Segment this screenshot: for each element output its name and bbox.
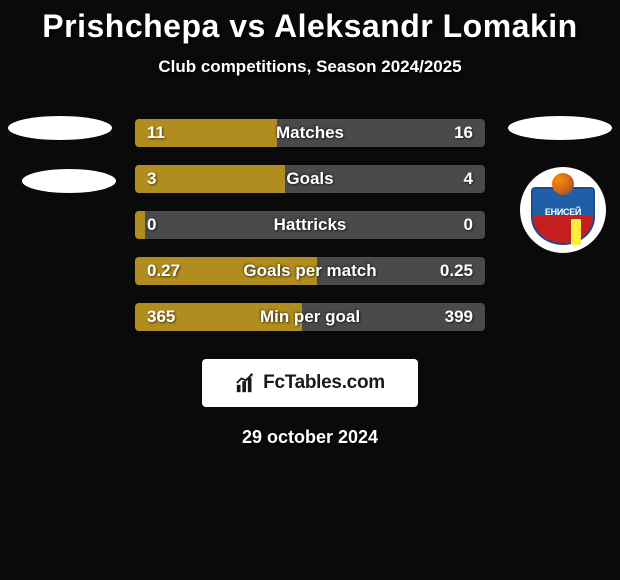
stat-value-right: 16	[454, 123, 473, 143]
stat-value-left: 11	[147, 123, 165, 143]
badge-text: ЕНИСЕЙ	[531, 207, 595, 217]
team-left-logo-1	[8, 116, 112, 140]
stats-area: ЕНИСЕЙ Matches 11 16 Goals 3 4 Hattricks 0 0 Goal…	[0, 119, 620, 331]
stat-label: Goals	[286, 169, 333, 189]
stat-value-right: 0.25	[440, 261, 473, 281]
badge-ball-icon	[552, 173, 574, 195]
stat-label: Hattricks	[274, 215, 347, 235]
page-subtitle: Club competitions, Season 2024/2025	[158, 57, 461, 77]
stat-bar-left	[135, 165, 285, 193]
stat-value-left: 365	[147, 307, 175, 327]
stat-value-right: 399	[445, 307, 473, 327]
stat-bar-left	[135, 211, 145, 239]
team-right-logo-1	[508, 116, 612, 140]
stat-row: Goals 3 4	[135, 165, 485, 193]
team-left-logo-2	[22, 169, 116, 193]
infographic-date: 29 october 2024	[242, 427, 378, 448]
branding-badge: FcTables.com	[202, 359, 418, 407]
stat-value-right: 4	[464, 169, 473, 189]
stat-label: Min per goal	[260, 307, 360, 327]
club-badge: ЕНИСЕЙ	[531, 173, 595, 247]
stat-label: Matches	[276, 123, 344, 143]
stat-value-left: 0.27	[147, 261, 180, 281]
comparison-bars: Matches 11 16 Goals 3 4 Hattricks 0 0 Goals per m…	[135, 119, 485, 331]
stat-value-left: 0	[147, 215, 156, 235]
infographic-root: Prishchepa vs Aleksandr Lomakin Club com…	[0, 0, 620, 448]
page-title: Prishchepa vs Aleksandr Lomakin	[42, 8, 577, 45]
stat-row: Min per goal 365 399	[135, 303, 485, 331]
stat-row: Hattricks 0 0	[135, 211, 485, 239]
branding-label: FcTables.com	[263, 372, 385, 394]
stat-value-right: 0	[464, 215, 473, 235]
stat-value-left: 3	[147, 169, 156, 189]
team-right-logo-2: ЕНИСЕЙ	[520, 167, 606, 253]
chart-icon	[235, 372, 257, 394]
stat-row: Matches 11 16	[135, 119, 485, 147]
stat-label: Goals per match	[243, 261, 376, 281]
badge-accent	[571, 219, 581, 245]
stat-row: Goals per match 0.27 0.25	[135, 257, 485, 285]
